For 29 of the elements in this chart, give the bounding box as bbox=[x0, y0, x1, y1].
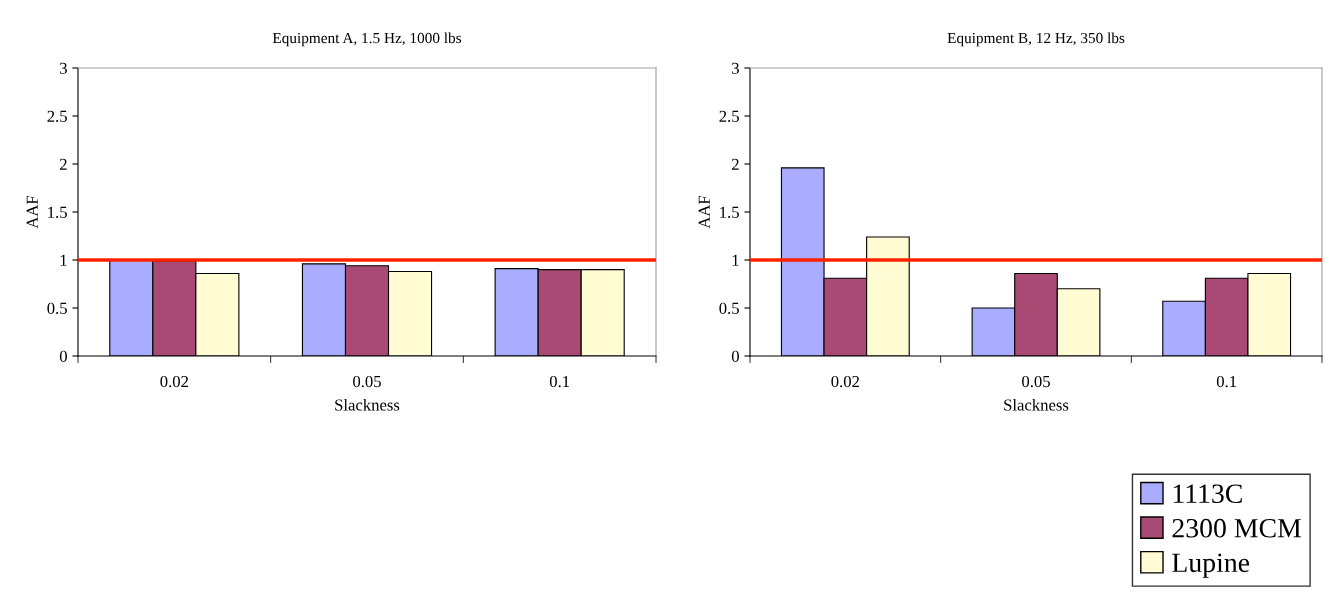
y-tick-label: 2.5 bbox=[47, 110, 67, 123]
chart-title: Equipment B, 12 Hz, 350 lbs bbox=[947, 32, 1125, 47]
y-axis-title: AAF bbox=[698, 195, 710, 229]
legend-label: 2300 MCM bbox=[1172, 518, 1301, 538]
y-tick-label: 2 bbox=[731, 158, 739, 170]
x-tick-label: 0.1 bbox=[549, 375, 570, 388]
x-axis-title: Slackness bbox=[1004, 398, 1069, 411]
y-tick-label: 1 bbox=[732, 254, 739, 266]
y-tick-label: 0 bbox=[59, 350, 67, 362]
x-axis-title: Slackness bbox=[335, 398, 400, 411]
y-tick-label: 2 bbox=[59, 158, 67, 170]
y-tick-label: 3 bbox=[60, 62, 67, 74]
y-tick-label: 3 bbox=[732, 62, 739, 74]
y-tick-label: 0 bbox=[731, 350, 739, 362]
y-tick-label: 1.5 bbox=[48, 206, 67, 219]
y-tick-label: 0.5 bbox=[47, 302, 67, 315]
y-axis-title: AAF bbox=[26, 195, 38, 229]
y-tick-label: 1.5 bbox=[720, 206, 739, 219]
x-tick-label: 0.05 bbox=[353, 375, 381, 388]
x-tick-label: 0.02 bbox=[831, 375, 859, 388]
legend-label: 1113C bbox=[1173, 484, 1242, 504]
y-tick-label: 0.5 bbox=[719, 302, 739, 315]
x-tick-label: 0.02 bbox=[160, 375, 188, 388]
y-tick-label: 2.5 bbox=[719, 110, 739, 123]
y-tick-label: 1 bbox=[60, 254, 67, 266]
legend-label: Lupine bbox=[1172, 553, 1250, 578]
x-tick-label: 0.1 bbox=[1216, 375, 1237, 388]
x-tick-label: 0.05 bbox=[1022, 375, 1050, 388]
chart-title: Equipment A, 1.5 Hz, 1000 lbs bbox=[272, 32, 462, 47]
